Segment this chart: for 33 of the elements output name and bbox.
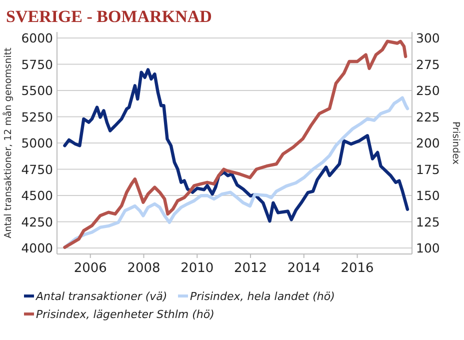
y2-tick-label: 200 (416, 136, 440, 150)
y-tick-label: 4500 (21, 188, 54, 203)
x-tick-label: 2006 (74, 261, 107, 276)
y-tick-label: 4250 (21, 214, 54, 230)
x-tick-label: 2008 (127, 261, 160, 276)
line-series (63, 96, 410, 249)
x-tick-label: 2010 (180, 261, 214, 276)
y-tick-label: 5250 (21, 109, 54, 124)
y2-tick-label: 175 (416, 162, 440, 177)
legend-label: Antal transaktioner (vä) (35, 290, 168, 303)
x-tick-label: 2014 (287, 261, 320, 276)
y2-axis-title: Prisindex (450, 121, 461, 165)
y-axis-title: Antal transaktioner, 12 mån genomsnitt (2, 47, 14, 238)
y2-tick-label: 125 (416, 214, 440, 230)
chart-title: SVERIGE - BOMARKNAD (6, 7, 212, 26)
line-series (63, 68, 410, 223)
x-tick-label: 2012 (234, 261, 268, 276)
y-tick-label: 4000 (21, 240, 54, 256)
legend-label: Prisindex, lägenheter Sthlm (hö) (36, 308, 214, 321)
line-series (63, 40, 408, 249)
y-tick-label: 5500 (21, 83, 54, 98)
y2-tick-label: 100 (416, 240, 440, 256)
x-tick-label: 2016 (340, 261, 374, 276)
y-tick-label: 6000 (21, 30, 54, 46)
y-tick-label: 5000 (21, 136, 54, 150)
y2-tick-label: 250 (416, 83, 440, 98)
y2-tick-label: 225 (416, 109, 440, 124)
y2-tick-label: 300 (416, 30, 440, 46)
legend-label: Prisindex, hela landet (hö) (190, 290, 335, 303)
y-tick-label: 4750 (21, 162, 54, 177)
y2-tick-label: 150 (416, 188, 440, 203)
y-tick-label: 5750 (21, 56, 54, 72)
y2-tick-label: 275 (416, 56, 440, 72)
